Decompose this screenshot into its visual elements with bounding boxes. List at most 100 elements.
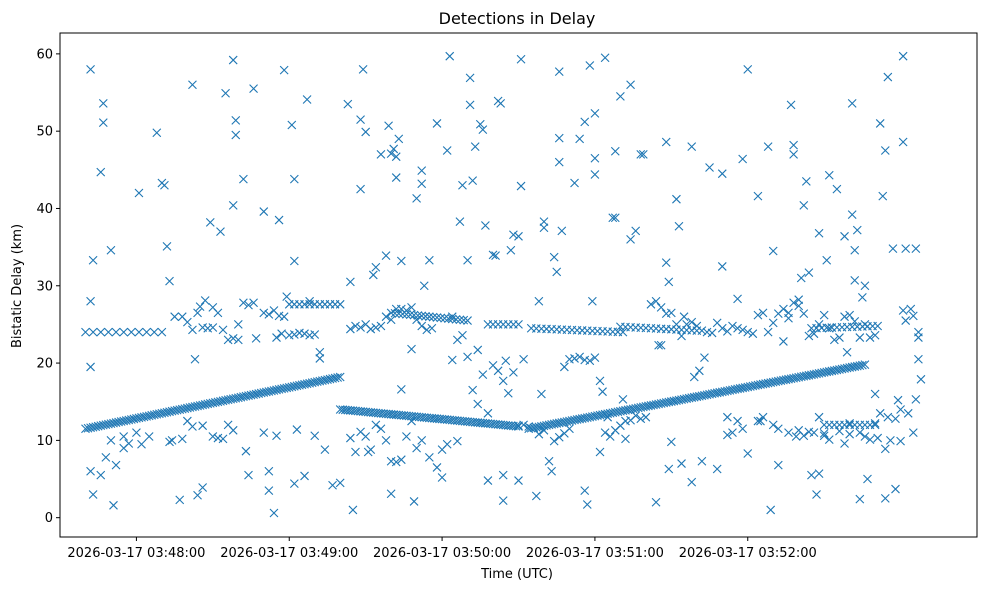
scatter-point: [733, 416, 742, 426]
track-point: [241, 391, 251, 401]
track-point: [279, 383, 289, 393]
scatter-point: [756, 416, 765, 426]
y-tick-label: 20: [36, 357, 53, 372]
track-point: [325, 374, 335, 384]
scatter-point: [228, 200, 238, 210]
scatter-point: [809, 428, 819, 438]
x-tick-label: 2026-03-17 03:48:00: [67, 546, 205, 561]
track-point: [244, 391, 253, 401]
scatter-point: [188, 422, 197, 431]
scatter-point: [822, 255, 832, 265]
scatter-point: [914, 327, 923, 337]
scatter-point: [417, 321, 427, 331]
scatter-point: [804, 331, 814, 341]
scatter-point: [198, 483, 208, 492]
scatter-point: [661, 258, 671, 267]
scatter-point: [855, 428, 865, 438]
scatter-point: [570, 178, 579, 188]
scatter-point: [496, 98, 506, 108]
scatter-point: [880, 493, 890, 503]
scatter-point: [111, 460, 121, 470]
scatter-point: [498, 496, 508, 506]
scatter-point: [799, 309, 809, 318]
scatter-point: [870, 418, 880, 428]
scatter-point: [160, 180, 169, 190]
scatter-point: [554, 67, 564, 77]
y-tick-label: 30: [36, 279, 53, 294]
scatter-point: [170, 312, 180, 322]
scatter-point: [873, 433, 883, 443]
scatter-point: [554, 133, 564, 143]
track-point: [157, 408, 167, 418]
scatter-point: [804, 268, 814, 278]
scatter-point: [216, 227, 225, 237]
scatter-point: [860, 432, 870, 441]
scatter-point: [814, 412, 824, 422]
scatter-point: [896, 436, 905, 446]
scatter-point: [784, 313, 793, 323]
scatter-point: [898, 137, 908, 147]
scatter-point: [600, 428, 610, 438]
track-point: [310, 377, 320, 387]
scatter-point: [857, 292, 867, 302]
scatter-point: [850, 245, 860, 255]
scatter-point: [908, 428, 918, 438]
scatter-point: [409, 497, 419, 506]
scatter-point: [906, 304, 916, 314]
scatter-point: [799, 200, 809, 210]
track-point: [96, 421, 106, 431]
track-point: [109, 418, 118, 428]
track-point: [269, 386, 279, 395]
scatter-point: [503, 388, 513, 398]
scatter-point: [799, 431, 809, 441]
scatter-point: [351, 321, 360, 331]
x-tick-label: 2026-03-17 03:52:00: [679, 546, 817, 561]
scatter-point: [468, 176, 478, 186]
scatter-point: [259, 308, 269, 318]
scatter-point: [575, 134, 585, 144]
scatter-point: [845, 418, 855, 428]
track-point: [223, 395, 233, 405]
scatter-point: [779, 304, 788, 314]
scatter-point: [302, 95, 312, 104]
scatter-point: [636, 149, 646, 159]
track-point: [333, 373, 343, 382]
scatter-point: [807, 470, 816, 480]
scatter-point: [447, 312, 457, 322]
scatter-point: [539, 217, 549, 227]
scatter-point: [233, 320, 243, 329]
scatter-point: [356, 184, 365, 194]
scatter-point: [396, 256, 406, 266]
scatter-point: [717, 323, 727, 333]
scatter-point: [259, 207, 269, 216]
track-point: [165, 407, 174, 417]
scatter-point: [814, 228, 824, 238]
track-point: [157, 327, 167, 337]
track-point: [305, 378, 315, 388]
scatter-point: [98, 98, 108, 108]
track-point: [198, 400, 208, 410]
scatter-point: [371, 323, 381, 332]
scatter-point: [587, 296, 597, 306]
scatter-point: [590, 153, 600, 163]
scatter-point: [842, 347, 852, 357]
scatter-point: [287, 120, 297, 130]
scatter-point: [916, 374, 926, 384]
scatter-point: [712, 464, 722, 474]
scatter-point: [666, 308, 676, 318]
scatter-point: [501, 356, 511, 366]
track-point: [221, 395, 230, 405]
scatter-point: [743, 449, 753, 458]
scatter-point: [396, 304, 406, 314]
track-point: [172, 405, 182, 415]
scatter-point: [598, 387, 607, 397]
scatter-point: [595, 447, 605, 457]
track-point: [447, 314, 457, 324]
scatter-point: [819, 310, 829, 320]
scatter-point: [134, 188, 144, 198]
scatter-point: [244, 470, 253, 480]
scatter-point: [621, 434, 630, 444]
scatter-point: [519, 354, 528, 364]
